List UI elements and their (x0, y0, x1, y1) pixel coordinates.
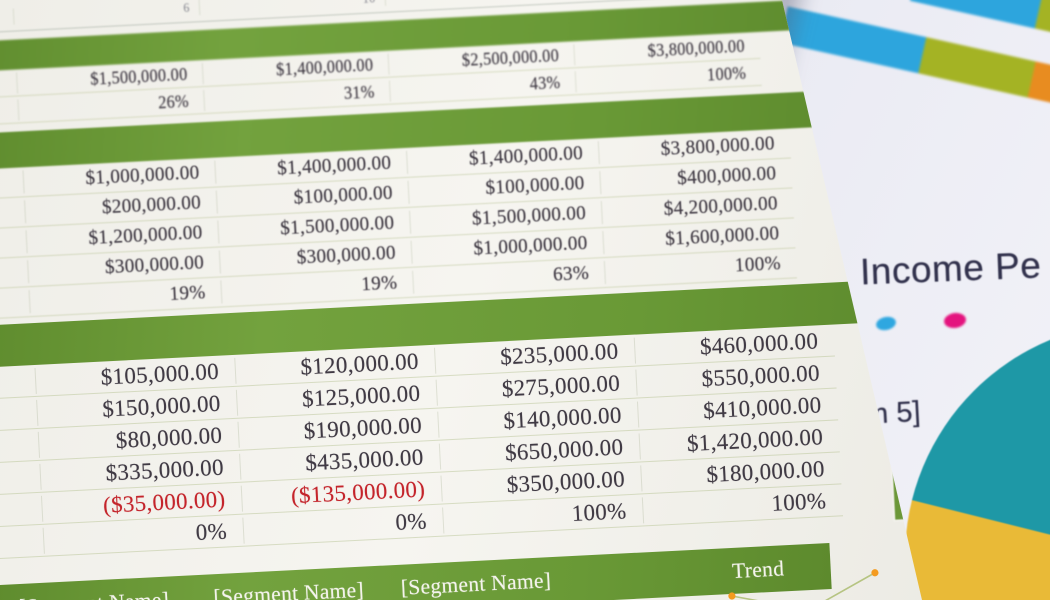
trend-sparkline (728, 569, 879, 600)
table-cell (0, 476, 40, 479)
table-cell: 63% (412, 261, 605, 294)
bar-segment-blue (909, 0, 1043, 29)
segment-header-spacer (566, 573, 691, 579)
table-cell: 19% (28, 280, 222, 314)
legend-dot-icon (943, 311, 967, 330)
table-cell: 10 (384, 0, 571, 6)
segment-name-header: [Segment Name] (400, 567, 552, 600)
table-cell (0, 82, 17, 85)
stacked-bar-chart (779, 0, 1050, 169)
table-cell (0, 380, 36, 384)
table-cell: 19% (220, 270, 414, 304)
table-cell (0, 211, 25, 215)
table-cell: 6 (12, 0, 200, 25)
table-cell (0, 241, 27, 245)
bar-segment-olive (918, 37, 1036, 98)
legend-dot-icon (874, 315, 898, 332)
stacked-bar-row (779, 6, 1050, 169)
table-cell: 10 (198, 0, 386, 15)
table-cell: 100% (641, 486, 843, 523)
table-cell: 0% (42, 517, 244, 554)
table-cell (0, 301, 30, 305)
table-cell: 100% (574, 61, 762, 92)
segment-name-header: [Segment Name] (0, 586, 192, 600)
table-cell (0, 540, 44, 543)
table-cell (0, 271, 28, 275)
table-cell: 26% (17, 89, 205, 120)
table-cell: 100% (603, 251, 797, 285)
table-cell: 31% (203, 80, 390, 111)
report-title: Income Pe (859, 244, 1043, 293)
table-cell: 0% (242, 507, 444, 544)
table-cell (0, 508, 42, 511)
table-cell: 43% (388, 70, 576, 102)
segment-name-header: [Segment Name] (212, 577, 365, 600)
table-cell (0, 16, 14, 19)
table-cell (0, 181, 24, 185)
table-cell (0, 109, 18, 112)
table-cell: 100% (442, 496, 644, 534)
pie-chart (905, 322, 1050, 600)
table-cell (0, 412, 37, 415)
table-row: $58,750.00 (0, 569, 922, 600)
table-cell (0, 444, 39, 447)
spreadsheet-table: 6 10 10 30 $1,500,000.00 $1,400,000.00 $… (0, 0, 922, 600)
